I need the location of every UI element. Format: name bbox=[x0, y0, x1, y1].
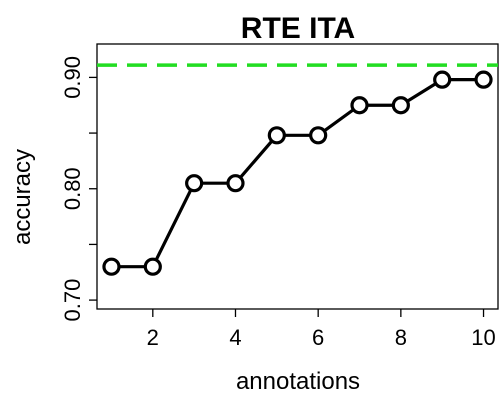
data-point-10 bbox=[474, 70, 493, 89]
data-point-4 bbox=[226, 174, 245, 193]
x-tick-label-8: 8 bbox=[395, 325, 407, 350]
y-axis-title: accuracy bbox=[9, 149, 36, 245]
data-point-5 bbox=[267, 126, 286, 145]
y-tick-label-4: 0.90 bbox=[60, 56, 85, 99]
series-line-0 bbox=[111, 78, 484, 269]
x-tick-label-2: 2 bbox=[147, 325, 159, 350]
y-tick-label-0: 0.70 bbox=[60, 279, 85, 322]
x-axis-title: annotations bbox=[236, 368, 360, 393]
chart-title: RTE ITA bbox=[241, 12, 355, 45]
series-layer bbox=[102, 70, 493, 276]
data-point-9 bbox=[433, 70, 452, 89]
data-point-3 bbox=[185, 174, 204, 193]
data-point-6 bbox=[309, 126, 328, 145]
y-axis: 0.70 0.80 0.90 bbox=[60, 56, 97, 322]
y-tick-label-2: 0.80 bbox=[60, 167, 85, 210]
x-tick-label-6: 6 bbox=[312, 325, 324, 350]
data-point-2 bbox=[143, 257, 162, 276]
data-point-7 bbox=[350, 96, 369, 115]
data-point-8 bbox=[391, 96, 410, 115]
x-tick-label-10: 10 bbox=[471, 325, 495, 350]
data-point-1 bbox=[102, 257, 121, 276]
x-tick-label-4: 4 bbox=[229, 325, 241, 350]
x-axis: 2 4 6 8 10 bbox=[147, 309, 496, 350]
plot-frame bbox=[96, 43, 499, 310]
